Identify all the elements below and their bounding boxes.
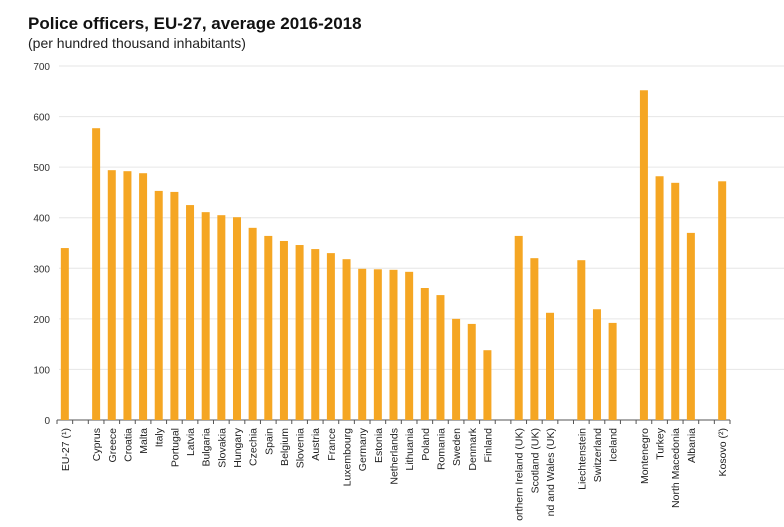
x-tick-label: Netherlands — [389, 428, 401, 485]
bar-portugal — [170, 191, 179, 420]
x-tick-label: Latvia — [185, 428, 197, 456]
bar-hungary — [232, 217, 241, 420]
x-tick-label: Austria — [310, 428, 322, 461]
y-tick-label: 400 — [33, 214, 50, 225]
y-tick-label: 200 — [33, 315, 50, 326]
x-tick-label: nd and Wales (UK) — [545, 428, 557, 516]
y-tick-label: 0 — [44, 416, 50, 427]
bar-kosovo- — [718, 181, 727, 420]
x-tick-label: Germany — [357, 427, 369, 471]
bar-nd-and-wales-uk- — [546, 312, 555, 420]
bar-poland — [420, 288, 429, 420]
x-tick-label: Albania — [686, 428, 698, 463]
x-tick-label: Romania — [435, 428, 447, 470]
y-tick-label: 100 — [33, 365, 50, 376]
bar-romania — [436, 295, 445, 420]
bar-albania — [686, 232, 695, 420]
bar-luxembourg — [342, 259, 351, 420]
bar-montenegro — [639, 90, 648, 420]
bar-france — [326, 253, 335, 420]
bar-denmark — [467, 323, 476, 420]
x-tick-label: Bulgaria — [201, 428, 213, 467]
x-tick-label: Czechia — [248, 428, 260, 466]
x-tick-label: Italy — [154, 427, 166, 447]
x-tick-label: North Macedonia — [670, 428, 682, 508]
x-tick-label: EU-27 (¹) — [60, 428, 72, 471]
y-tick-label: 600 — [33, 113, 50, 124]
x-tick-label: Turkey — [655, 427, 667, 459]
x-tick-label: Switzerland — [592, 428, 604, 482]
bar-spain — [264, 235, 273, 420]
x-tick-label: France — [326, 428, 338, 461]
bar-latvia — [186, 205, 195, 420]
x-tick-label: Greece — [107, 428, 119, 463]
x-tick-label: Estonia — [373, 428, 385, 463]
bar-germany — [358, 268, 367, 420]
bar-switzerland — [592, 309, 601, 420]
x-tick-label: Portugal — [169, 428, 181, 467]
bar-croatia — [123, 171, 132, 420]
bar-north-macedonia — [671, 182, 680, 420]
x-tick-label: Hungary — [232, 427, 244, 467]
bar-cyprus — [92, 128, 101, 420]
bar-italy — [154, 190, 163, 420]
y-tick-label: 700 — [33, 62, 50, 73]
y-tick-label: 300 — [33, 264, 50, 275]
x-tick-label: Finland — [482, 428, 494, 463]
x-tick-label: Lithuania — [404, 428, 416, 471]
y-tick-label: 500 — [33, 163, 50, 174]
bar-slovakia — [217, 215, 226, 420]
bar-turkey — [655, 176, 664, 420]
x-tick-label: Sweden — [451, 428, 463, 466]
x-tick-label: Denmark — [467, 427, 479, 470]
x-tick-label: Kosovo (²) — [717, 428, 729, 476]
bar-austria — [311, 249, 320, 420]
x-tick-label: Montenegro — [639, 428, 651, 484]
x-tick-label: Scotland (UK) — [529, 428, 541, 493]
x-tick-label: Liechtenstein — [576, 428, 588, 490]
bar-belgium — [279, 240, 288, 420]
x-tick-label: Poland — [420, 428, 432, 461]
bar-eu- — [60, 248, 69, 420]
bar-malta — [139, 173, 148, 420]
bar-scotland-uk- — [530, 258, 539, 420]
chart-subtitle: (per hundred thousand inhabitants) — [28, 35, 246, 51]
bar-liechtenstein — [577, 260, 586, 420]
bar-sweden — [452, 318, 461, 420]
bar-bulgaria — [201, 212, 210, 420]
x-tick-label: Slovenia — [295, 428, 307, 468]
x-tick-label: Belgium — [279, 428, 291, 466]
x-tick-label: Croatia — [122, 428, 134, 462]
x-tick-label: Slovakia — [216, 428, 228, 468]
x-tick-label: Cyprus — [91, 428, 103, 461]
x-tick-label: Malta — [138, 428, 150, 454]
bar-lithuania — [405, 271, 414, 420]
bar-orthern-ireland-uk- — [514, 235, 523, 420]
bar-finland — [483, 350, 492, 420]
bar-czechia — [248, 227, 257, 420]
x-tick-label: orthern Ireland (UK) — [514, 428, 526, 521]
x-tick-label: Iceland — [608, 428, 620, 462]
x-tick-label: Luxembourg — [342, 428, 354, 487]
bar-greece — [107, 170, 116, 420]
bar-iceland — [608, 322, 617, 420]
bar-slovenia — [295, 245, 304, 420]
x-tick-label: Spain — [263, 428, 275, 455]
bar-estonia — [373, 269, 382, 420]
chart-title: Police officers, EU-27, average 2016-201… — [28, 14, 362, 33]
bar-netherlands — [389, 269, 398, 420]
